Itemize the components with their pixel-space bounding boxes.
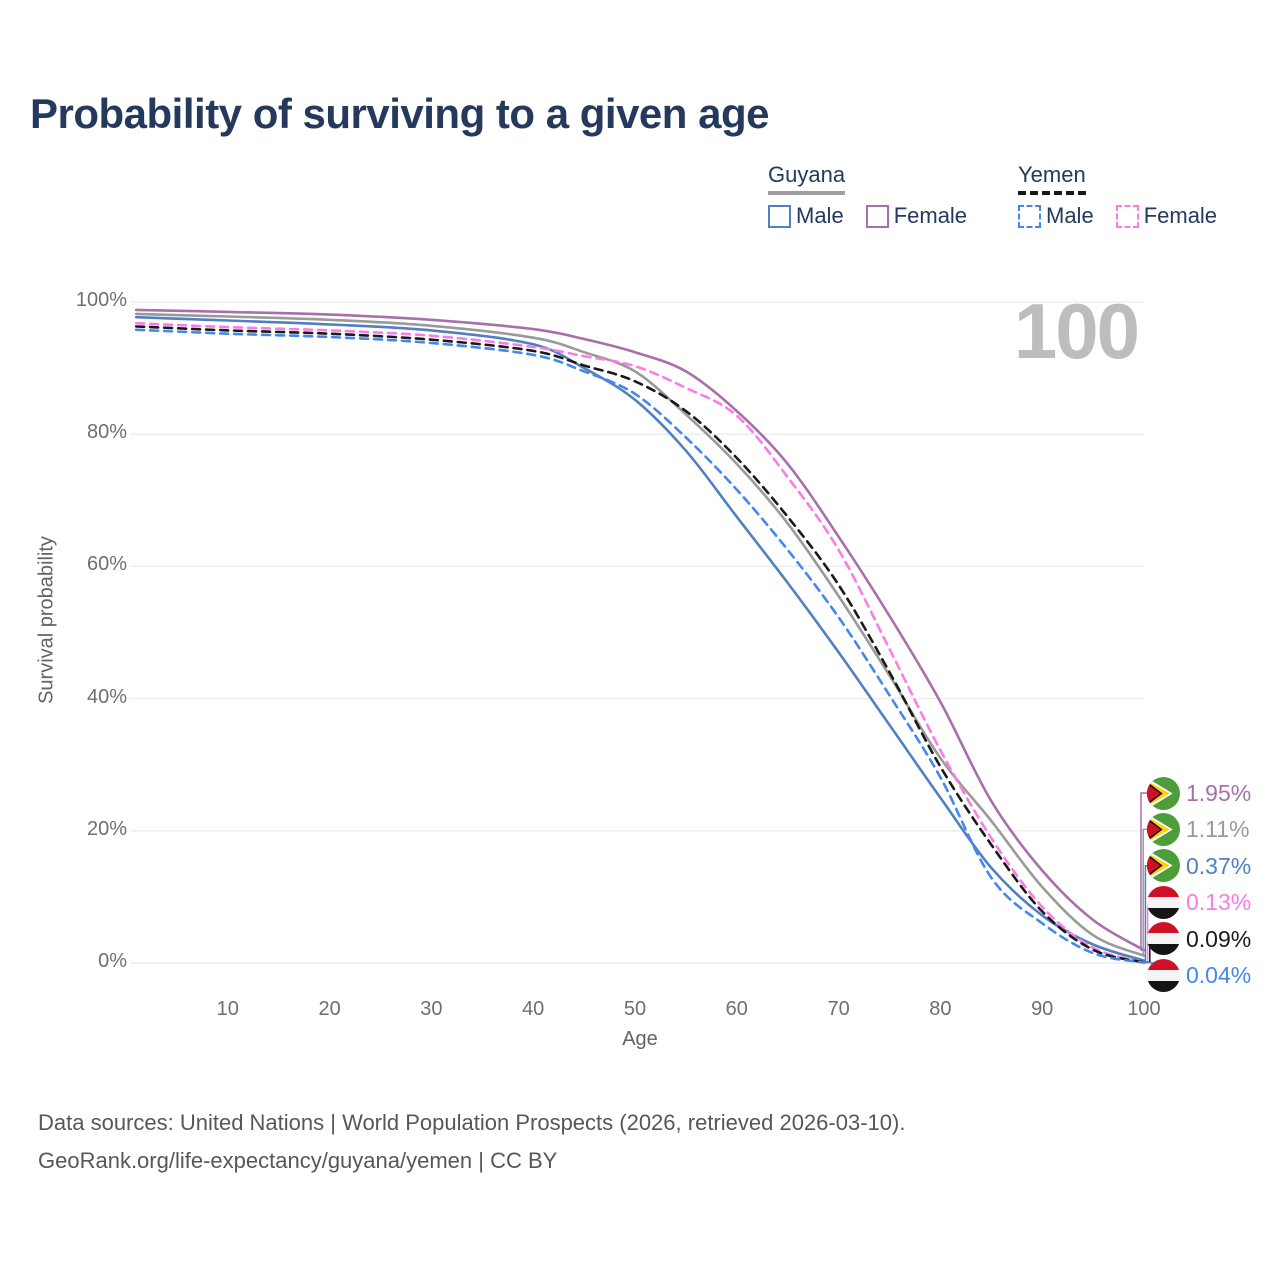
legend-swatch-yemen-female: [1115, 204, 1139, 228]
x-tick-label-30: 30: [420, 998, 443, 1020]
age-counter: 100: [1013, 287, 1140, 375]
x-tick-label-40: 40: [522, 998, 545, 1020]
end-label-value-guyana: 1.11%: [1186, 816, 1250, 843]
x-tick-label-20: 20: [318, 998, 341, 1020]
legend-label-guyana-male: Male: [796, 203, 844, 228]
end-label-value-yemen-male: 0.04%: [1186, 962, 1252, 988]
yemen-flag-icon: [1147, 922, 1180, 956]
legend-item-guyana-male[interactable]: Male: [768, 203, 844, 229]
legend-item-guyana-female[interactable]: Female: [865, 203, 968, 229]
y-tick-label-80: 80%: [86, 421, 127, 444]
y-tick-label-0: 0%: [98, 950, 127, 972]
legend-label-yemen-female: Female: [1143, 203, 1218, 228]
legend-group-guyana: Guyana Male Female: [768, 162, 967, 229]
end-label-flag-guyana-0: [1147, 776, 1180, 810]
guyana-flag-icon: [1147, 849, 1180, 883]
end-label-flag-guyana-2: [1147, 849, 1180, 883]
series-line-yemen-female: [134, 321, 1146, 964]
guyana-flag-icon: [1147, 812, 1180, 846]
leader-line-guyana: [1142, 828, 1150, 957]
series-line-yemen: [134, 325, 1146, 964]
chart-title: Probability of surviving to a given age: [30, 90, 769, 137]
footer-data-sources: Data sources: United Nations | World Pop…: [38, 1110, 906, 1135]
x-axis-title: Age: [622, 1028, 658, 1050]
yemen-flag-icon: [1147, 958, 1180, 992]
end-label-flag-yemen-4: [1147, 922, 1180, 956]
end-label-value-yemen-female: 0.13%: [1186, 889, 1252, 916]
end-label-value-guyana-male: 0.37%: [1186, 852, 1252, 879]
legend-swatch-guyana-male: [768, 204, 791, 228]
x-tick-label-10: 10: [216, 998, 239, 1020]
legend-label-guyana-female: Female: [893, 203, 968, 228]
footer: Data sources: United Nations | World Pop…: [38, 1104, 905, 1180]
guyana-flag-icon: [1147, 776, 1180, 810]
y-tick-label-40: 40%: [86, 685, 127, 708]
legend-country-guyana[interactable]: Guyana: [768, 162, 846, 195]
legend-swatch-yemen-male: [1018, 204, 1041, 228]
end-label-flag-yemen-5: [1147, 958, 1180, 992]
y-tick-label-100: 100%: [75, 289, 127, 311]
end-label-value-guyana-female: 1.95%: [1186, 780, 1252, 806]
x-tick-label-100: 100: [1127, 998, 1161, 1020]
legend-label-yemen-male: Male: [1046, 203, 1094, 228]
y-tick-label-60: 60%: [86, 553, 127, 576]
x-tick-label-60: 60: [725, 998, 748, 1020]
series-line-yemen-male: [134, 328, 1146, 964]
end-label-flag-yemen-3: [1147, 885, 1180, 919]
series-line-guyana-male: [134, 315, 1146, 962]
legend-country-yemen[interactable]: Yemen: [1018, 162, 1086, 195]
legend-group-yemen: Yemen Male Female: [1018, 162, 1217, 229]
end-label-flag-guyana-1: [1147, 812, 1180, 846]
footer-attribution: GeoRank.org/life-expectancy/guyana/yemen…: [38, 1148, 558, 1173]
legend-item-yemen-female[interactable]: Female: [1115, 203, 1218, 229]
y-tick-label-20: 20%: [86, 817, 127, 840]
end-label-value-yemen: 0.09%: [1186, 925, 1252, 952]
x-tick-label-70: 70: [827, 998, 850, 1020]
legend-swatch-guyana-female: [865, 204, 889, 228]
legend-item-yemen-male[interactable]: Male: [1018, 203, 1094, 229]
x-tick-label-80: 80: [929, 998, 952, 1020]
series-line-guyana-female: [134, 308, 1146, 952]
x-tick-label-90: 90: [1031, 998, 1054, 1020]
x-tick-label-50: 50: [623, 998, 647, 1020]
series-line-guyana: [134, 312, 1146, 957]
yemen-flag-icon: [1147, 885, 1180, 919]
